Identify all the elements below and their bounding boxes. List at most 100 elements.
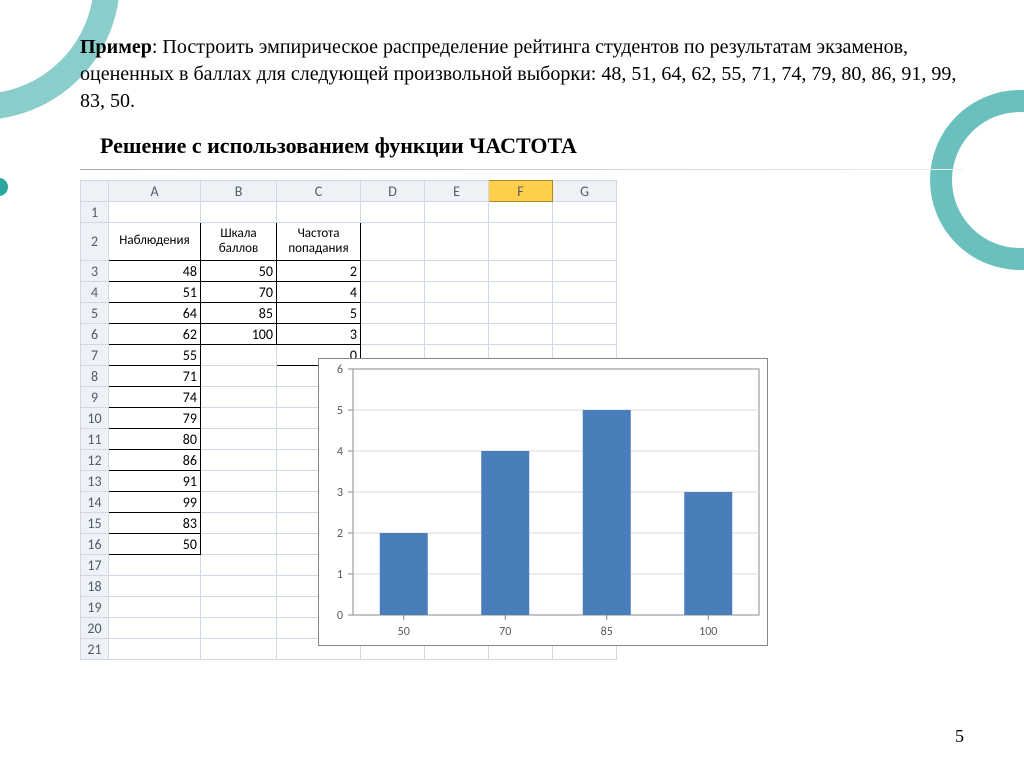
cell[interactable] <box>109 597 201 618</box>
cell[interactable] <box>109 576 201 597</box>
row-header[interactable]: 3 <box>81 261 109 282</box>
row-header[interactable]: 18 <box>81 576 109 597</box>
cell[interactable]: 48 <box>109 261 201 282</box>
cell[interactable] <box>201 202 277 223</box>
cell[interactable] <box>201 471 277 492</box>
cell[interactable] <box>553 202 617 223</box>
cell[interactable] <box>489 202 553 223</box>
cell[interactable]: 85 <box>201 303 277 324</box>
cell[interactable] <box>201 429 277 450</box>
cell[interactable] <box>277 202 361 223</box>
cell[interactable] <box>489 303 553 324</box>
cell[interactable] <box>361 282 425 303</box>
cell[interactable]: 3 <box>277 324 361 345</box>
cell[interactable] <box>425 324 489 345</box>
row-header[interactable]: 8 <box>81 366 109 387</box>
row-header[interactable]: 17 <box>81 555 109 576</box>
cell[interactable]: 91 <box>109 471 201 492</box>
row-header[interactable]: 9 <box>81 387 109 408</box>
cell[interactable] <box>109 618 201 639</box>
cell[interactable] <box>361 303 425 324</box>
column-header-G[interactable]: G <box>553 181 617 202</box>
cell[interactable] <box>553 303 617 324</box>
row-header[interactable]: 5 <box>81 303 109 324</box>
cell[interactable] <box>201 366 277 387</box>
cell[interactable]: Частота попадания <box>277 223 361 261</box>
cell[interactable] <box>201 408 277 429</box>
cell[interactable] <box>201 618 277 639</box>
cell[interactable] <box>489 282 553 303</box>
row-header[interactable]: 6 <box>81 324 109 345</box>
cell[interactable] <box>201 534 277 555</box>
cell[interactable] <box>489 223 553 261</box>
cell[interactable] <box>201 345 277 366</box>
cell[interactable] <box>425 303 489 324</box>
cell[interactable]: 86 <box>109 450 201 471</box>
cell[interactable]: 80 <box>109 429 201 450</box>
cell[interactable] <box>489 324 553 345</box>
cell[interactable] <box>553 282 617 303</box>
column-header-E[interactable]: E <box>425 181 489 202</box>
cell[interactable] <box>425 282 489 303</box>
cell[interactable] <box>553 261 617 282</box>
cell[interactable] <box>425 261 489 282</box>
column-header-F[interactable]: F <box>489 181 553 202</box>
cell[interactable]: 79 <box>109 408 201 429</box>
cell[interactable] <box>553 324 617 345</box>
cell[interactable] <box>109 202 201 223</box>
cell[interactable] <box>201 597 277 618</box>
cell[interactable]: 55 <box>109 345 201 366</box>
cell[interactable] <box>201 555 277 576</box>
cell[interactable]: 51 <box>109 282 201 303</box>
cell[interactable] <box>201 513 277 534</box>
cell[interactable] <box>201 450 277 471</box>
cell[interactable]: 70 <box>201 282 277 303</box>
row-header[interactable]: 13 <box>81 471 109 492</box>
cell[interactable]: 4 <box>277 282 361 303</box>
row-header[interactable]: 1 <box>81 202 109 223</box>
cell[interactable]: 62 <box>109 324 201 345</box>
cell[interactable] <box>109 555 201 576</box>
cell[interactable] <box>425 223 489 261</box>
cell[interactable] <box>201 576 277 597</box>
cell[interactable]: 50 <box>201 261 277 282</box>
cell[interactable] <box>361 324 425 345</box>
cell[interactable] <box>201 387 277 408</box>
cell[interactable]: Наблюдения <box>109 223 201 261</box>
row-header[interactable]: 12 <box>81 450 109 471</box>
column-header-A[interactable]: A <box>109 181 201 202</box>
cell[interactable] <box>361 202 425 223</box>
row-header[interactable]: 4 <box>81 282 109 303</box>
cell[interactable]: 71 <box>109 366 201 387</box>
cell[interactable] <box>553 223 617 261</box>
cell[interactable] <box>201 492 277 513</box>
cell[interactable]: 5 <box>277 303 361 324</box>
row-header[interactable]: 20 <box>81 618 109 639</box>
cell[interactable]: 64 <box>109 303 201 324</box>
row-header[interactable]: 21 <box>81 639 109 660</box>
row-header[interactable]: 15 <box>81 513 109 534</box>
cell[interactable]: 50 <box>109 534 201 555</box>
row-header[interactable]: 11 <box>81 429 109 450</box>
column-header-D[interactable]: D <box>361 181 425 202</box>
row-header[interactable]: 10 <box>81 408 109 429</box>
cell[interactable]: Шкала баллов <box>201 223 277 261</box>
row-header[interactable]: 2 <box>81 223 109 261</box>
cell[interactable]: 2 <box>277 261 361 282</box>
row-header[interactable]: 14 <box>81 492 109 513</box>
row-header[interactable]: 7 <box>81 345 109 366</box>
cell[interactable]: 99 <box>109 492 201 513</box>
cell[interactable] <box>201 639 277 660</box>
cell[interactable] <box>361 223 425 261</box>
row-header[interactable]: 19 <box>81 597 109 618</box>
cell[interactable]: 83 <box>109 513 201 534</box>
column-header-C[interactable]: C <box>277 181 361 202</box>
column-header-B[interactable]: B <box>201 181 277 202</box>
cell[interactable] <box>425 202 489 223</box>
cell[interactable] <box>109 639 201 660</box>
row-header[interactable]: 16 <box>81 534 109 555</box>
cell[interactable] <box>489 261 553 282</box>
cell[interactable]: 74 <box>109 387 201 408</box>
cell[interactable]: 100 <box>201 324 277 345</box>
cell[interactable] <box>361 261 425 282</box>
